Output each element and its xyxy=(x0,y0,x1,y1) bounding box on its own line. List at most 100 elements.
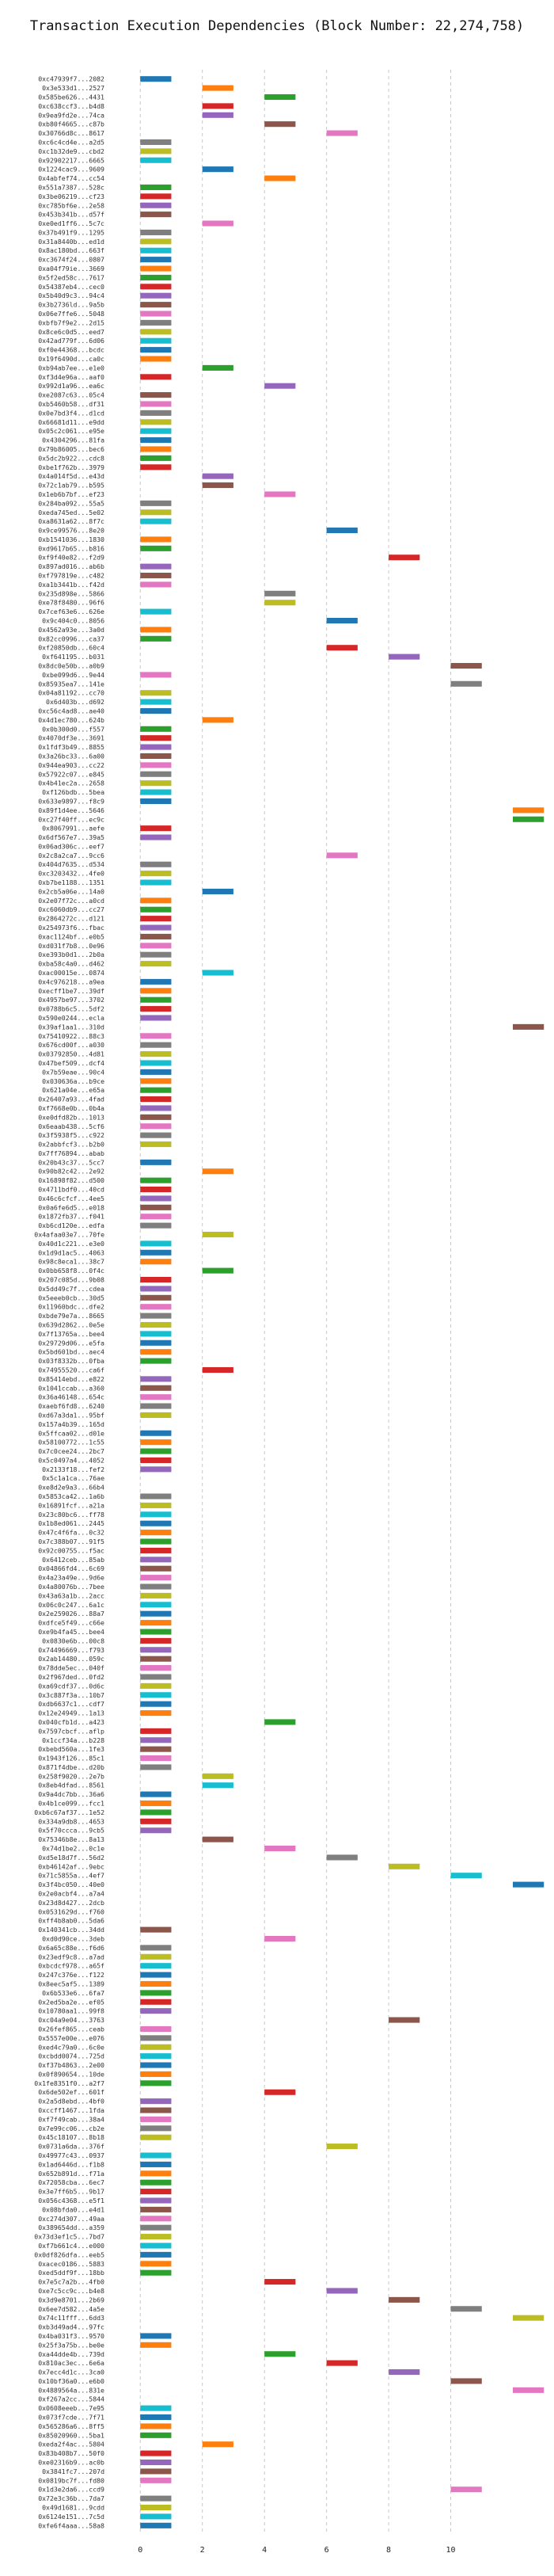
x-tick-label: 8 xyxy=(386,2546,391,2555)
execution-bar xyxy=(140,1656,172,1662)
row-label: 0x8ce6c0d5...eed7 xyxy=(38,328,104,336)
row-label: 0x1d3e2da6...ccd9 xyxy=(38,2486,104,2494)
execution-bar xyxy=(450,1873,482,1879)
row-label: 0x5eeeb0cb...30d5 xyxy=(38,1294,104,1301)
row-label: 0x6b533e6...6fa7 xyxy=(42,1989,104,1997)
execution-bar xyxy=(140,392,172,398)
row-label: 0xf0e44368...bcdc xyxy=(38,346,104,354)
execution-bar xyxy=(140,789,172,795)
execution-bar xyxy=(140,2116,172,2122)
row-label: 0xb46142af...9ebc xyxy=(38,1862,104,1870)
row-label: 0x2e259026...88a7 xyxy=(38,1610,104,1618)
execution-bar xyxy=(140,1963,172,1969)
execution-bar xyxy=(140,1033,172,1039)
row-label: 0xbcdcf978...a65f xyxy=(38,1962,104,1970)
execution-bar xyxy=(140,337,172,344)
execution-bar xyxy=(140,2071,172,2077)
row-label: 0x5ffcaa02...d01e xyxy=(38,1429,104,1437)
execution-bar xyxy=(140,2224,172,2231)
execution-bar xyxy=(202,1231,233,1238)
row-label: 0x0531629d...f760 xyxy=(38,1907,104,1915)
row-label: 0x0bb658f8...0f4c xyxy=(38,1267,104,1275)
row-label: 0x4afaa03e7...70fe xyxy=(34,1231,104,1239)
x-tick-label: 10 xyxy=(446,2546,456,2555)
row-label: 0x8ac180bd...663f xyxy=(38,246,104,254)
row-label: 0x7cef63e6...626e xyxy=(38,608,104,615)
row-label: 0xc638ccf3...b4d8 xyxy=(38,102,104,110)
row-label: 0x3e533d1...2527 xyxy=(42,84,104,92)
row-label: 0x4abfef74...cc54 xyxy=(38,174,104,182)
execution-bar xyxy=(140,1818,172,1824)
execution-bar xyxy=(202,112,233,118)
row-label: 0x585be626...4431 xyxy=(38,93,104,101)
execution-bar xyxy=(140,871,172,877)
row-label: 0x8dc0e50b...a0b9 xyxy=(38,662,104,670)
execution-bar xyxy=(326,852,358,859)
execution-bar xyxy=(140,1276,172,1283)
execution-bar xyxy=(202,103,233,109)
row-label: 0x6124e151...7c5d xyxy=(38,2513,104,2521)
row-label: 0x79b86005...bec6 xyxy=(38,445,104,453)
row-label: 0xa69cdf37...0d6c xyxy=(38,1682,104,1690)
row-label: 0xc04a9e04...3763 xyxy=(38,2016,104,2024)
execution-bar xyxy=(140,933,172,939)
row-label: 0xbe1f762b...3979 xyxy=(38,463,104,471)
execution-bar xyxy=(140,1430,172,1436)
row-label: 0x0608eeeb...7e95 xyxy=(38,2404,104,2412)
execution-bar xyxy=(140,1259,172,1265)
execution-bar xyxy=(140,1114,172,1120)
execution-bar xyxy=(202,482,233,489)
row-label: 0xed5ddf9f...18bb xyxy=(38,2269,104,2277)
execution-bar xyxy=(140,1087,172,1093)
execution-bar xyxy=(140,1502,172,1508)
execution-bar xyxy=(140,672,172,678)
execution-bar xyxy=(140,2035,172,2041)
execution-bar xyxy=(202,1836,233,1842)
execution-bar xyxy=(140,500,172,506)
row-label: 0x7f13765a...bee4 xyxy=(38,1330,104,1338)
execution-bar xyxy=(140,229,172,235)
execution-bar xyxy=(140,1132,172,1138)
row-label: 0x16898f82...d500 xyxy=(38,1176,104,1184)
execution-bar xyxy=(140,1764,172,1770)
execution-bar xyxy=(140,2179,172,2185)
row-label: 0xf7b661c4...e000 xyxy=(38,2242,104,2250)
execution-bar xyxy=(140,2125,172,2132)
row-label: 0x04a81192...cc70 xyxy=(38,689,104,697)
row-label: 0xe2087c63...05c4 xyxy=(38,391,104,399)
execution-bar xyxy=(264,2279,296,2285)
row-label: 0x11960bdc...dfe2 xyxy=(38,1303,104,1311)
row-label: 0xc785bf6e...2e58 xyxy=(38,201,104,209)
execution-bar xyxy=(264,175,296,181)
row-label: 0xf37b4863...2e00 xyxy=(38,2061,104,2069)
row-label: 0xb80f4665...c87b xyxy=(38,120,104,128)
row-label: 0xa1b3441b...f42d xyxy=(38,581,104,589)
row-label: 0x74496669...f793 xyxy=(38,1646,104,1654)
execution-bar xyxy=(140,2513,172,2520)
execution-bar xyxy=(140,139,172,146)
row-label: 0x49977c43...0937 xyxy=(38,2151,104,2159)
row-label: 0x551a7387...528c xyxy=(38,183,104,191)
row-label: 0x25f3a75b...be0e xyxy=(38,2341,104,2349)
execution-bar xyxy=(140,1051,172,1057)
execution-bar xyxy=(202,717,233,723)
row-label: 0x2e07f72c...a0cd xyxy=(38,897,104,905)
row-label: 0xaebf6fd8...6240 xyxy=(38,1402,104,1410)
execution-bar xyxy=(140,1123,172,1130)
row-label: 0x72058cba...6ec7 xyxy=(38,2178,104,2186)
row-label: 0xb94ab7ee...e1e0 xyxy=(38,364,104,372)
row-label: 0x2a5d8ebd...4bf0 xyxy=(38,2098,104,2105)
execution-bar xyxy=(140,1746,172,1752)
execution-bar xyxy=(140,608,172,615)
execution-bar xyxy=(140,437,172,444)
row-label: 0x9c404c0...8056 xyxy=(42,617,104,625)
row-label: 0x4c976218...a9ea xyxy=(38,977,104,985)
row-label: 0x389654dd...a359 xyxy=(38,2224,104,2231)
row-label: 0x06c0c247...6a1c xyxy=(38,1601,104,1609)
row-label: 0x85020960...5ba1 xyxy=(38,2431,104,2439)
execution-bar xyxy=(202,888,233,894)
row-label: 0x676cd00f...a030 xyxy=(38,1041,104,1049)
row-label: 0x590e0244...ecla xyxy=(38,1014,104,1022)
execution-bar xyxy=(140,374,172,380)
